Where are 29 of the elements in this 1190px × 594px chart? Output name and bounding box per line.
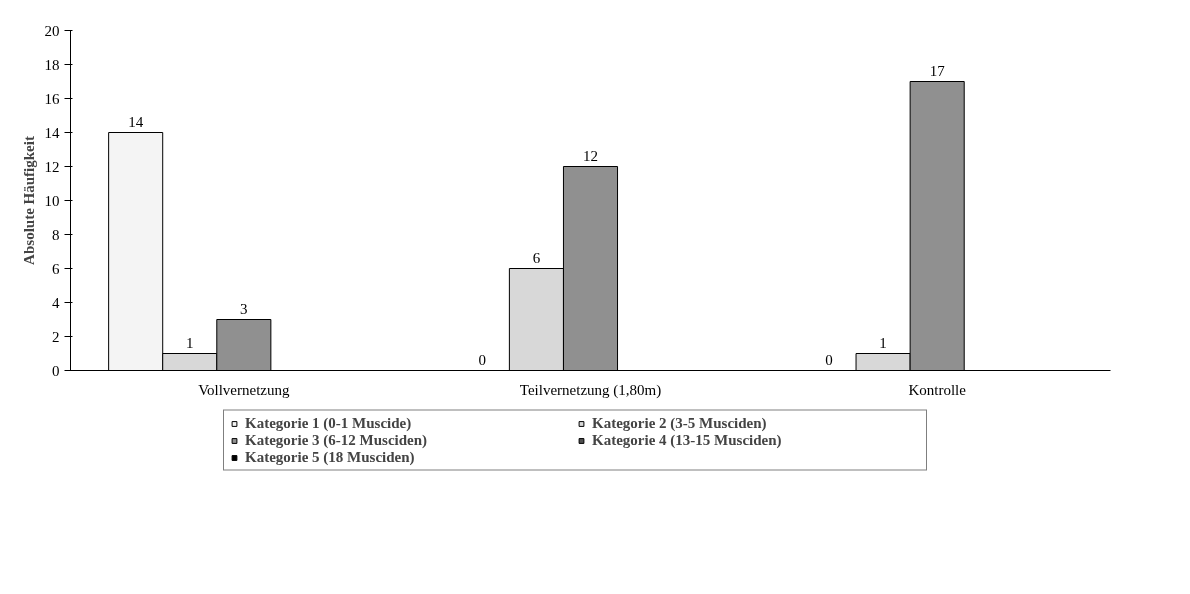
- data-label: 0: [825, 351, 833, 368]
- y-axis-title: Absolute Häufigkeit: [20, 136, 37, 265]
- y-tick-label: 2: [52, 328, 60, 345]
- legend-label: Kategorie 1 (0-1 Muscide): [245, 414, 413, 432]
- data-label: 12: [583, 147, 598, 164]
- y-tick-label: 10: [44, 192, 60, 209]
- x-tick-label: Kontrolle: [908, 381, 967, 398]
- y-tick-label: 8: [52, 226, 60, 243]
- data-label: 17: [929, 62, 946, 79]
- data-label: 1: [879, 334, 887, 351]
- y-tick-label: 6: [52, 260, 60, 277]
- data-label: 14: [128, 113, 144, 130]
- y-tick-label: 4: [52, 294, 60, 311]
- data-label: 3: [240, 300, 248, 317]
- data-label: 6: [532, 249, 541, 266]
- y-tick-label: 14: [44, 124, 60, 141]
- legend-label: Kategorie 2 (3-5 Musciden): [592, 414, 768, 432]
- y-tick-label: 0: [52, 362, 60, 379]
- data-label: 0: [478, 351, 487, 368]
- x-tick-label: Vollvernetzung: [198, 381, 291, 398]
- data-label: 1: [186, 334, 194, 351]
- y-tick-label: 12: [44, 158, 60, 175]
- legend-label: Kategorie 3 (6-12 Musciden): [245, 431, 429, 449]
- y-tick-label: 16: [44, 90, 60, 107]
- legend-label: Kategorie 5 (18 Musciden): [245, 448, 416, 466]
- y-tick-label: 20: [44, 22, 60, 39]
- x-tick-label: Teilvernetzung (1,80m): [519, 381, 662, 399]
- y-tick-label: 18: [44, 56, 60, 73]
- legend-label: Kategorie 4 (13-15 Musciden): [592, 431, 783, 449]
